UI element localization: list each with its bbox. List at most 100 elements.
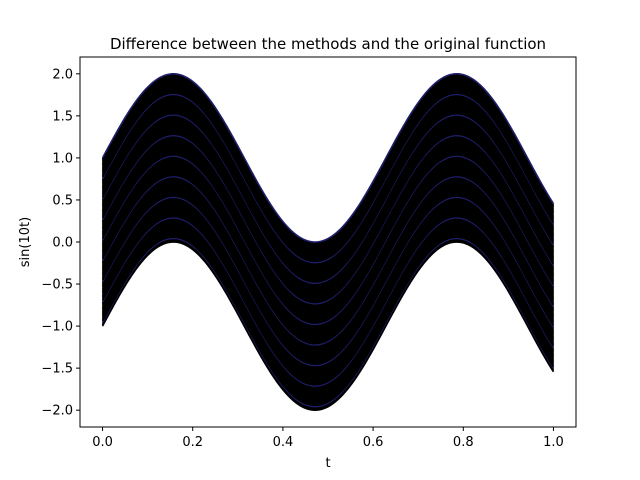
series-line xyxy=(101,96,555,266)
series-line xyxy=(101,120,555,290)
series-line xyxy=(101,91,555,261)
series-line xyxy=(101,76,555,247)
series-line xyxy=(101,129,555,300)
series-line xyxy=(101,219,555,390)
series-line xyxy=(101,235,555,405)
series-line xyxy=(101,133,555,304)
series-line xyxy=(101,87,555,258)
series-line xyxy=(101,131,555,301)
series-line xyxy=(101,200,555,370)
series-line xyxy=(101,74,555,245)
series-line xyxy=(101,98,555,269)
series-line xyxy=(101,102,555,272)
series-line xyxy=(101,155,555,326)
series-lines xyxy=(101,73,555,411)
y-tick-label: 0.5 xyxy=(52,193,73,208)
series-line xyxy=(101,210,555,381)
series-line xyxy=(101,163,555,334)
y-tick-label: 1.5 xyxy=(52,109,73,124)
series-line xyxy=(101,145,555,316)
series-line xyxy=(101,232,555,403)
series-line xyxy=(101,195,555,366)
series-line xyxy=(101,223,555,393)
series-line xyxy=(101,99,555,270)
series-line xyxy=(101,177,555,347)
series-line xyxy=(101,218,555,388)
series-line xyxy=(101,138,555,309)
series-line xyxy=(101,160,555,330)
series-line xyxy=(101,206,555,376)
series-line xyxy=(101,144,555,315)
series-line xyxy=(101,192,555,363)
series-line xyxy=(101,164,555,335)
x-axis-ticks: 0.0 0.2 0.4 0.6 0.8 1.0 xyxy=(92,427,564,450)
series-line xyxy=(101,184,555,355)
y-tick-label: 0.0 xyxy=(52,236,73,251)
series-line xyxy=(101,121,555,292)
series-line xyxy=(101,172,555,343)
series-line xyxy=(101,209,555,380)
series-line xyxy=(101,186,555,357)
series-line xyxy=(101,173,555,344)
series-line xyxy=(101,104,555,275)
series-line xyxy=(101,191,555,362)
series-line xyxy=(101,82,555,253)
y-tick-label: −0.5 xyxy=(41,278,73,293)
series-line xyxy=(101,167,555,338)
y-tick-label: 1.0 xyxy=(52,151,73,166)
series-line xyxy=(101,231,555,402)
series-line xyxy=(101,194,555,364)
chart-title: Difference between the methods and the o… xyxy=(110,35,546,53)
series-line xyxy=(101,237,555,408)
series-line xyxy=(101,94,555,265)
series-line xyxy=(101,207,555,378)
series-line xyxy=(101,197,555,368)
series-line xyxy=(101,198,555,369)
y-tick-label: 2.0 xyxy=(52,67,73,82)
series-line xyxy=(101,80,555,251)
y-axis-label: sin(10t) xyxy=(18,217,33,267)
series-line xyxy=(101,181,555,352)
series-line xyxy=(101,103,555,274)
series-line xyxy=(101,146,555,317)
series-line xyxy=(101,239,555,410)
series-line xyxy=(101,125,555,295)
series-line xyxy=(101,97,555,268)
series-line xyxy=(101,215,555,386)
series-line xyxy=(101,204,555,375)
series-line xyxy=(101,226,555,397)
series-line xyxy=(101,86,555,257)
series-line xyxy=(101,109,555,280)
series-line xyxy=(101,166,555,336)
series-line xyxy=(101,73,555,243)
series-line xyxy=(101,152,555,323)
series-line xyxy=(101,81,555,252)
series-line xyxy=(101,217,555,387)
series-line xyxy=(101,117,555,288)
y-tick-label: −1.5 xyxy=(41,362,73,377)
x-tick-label: 1.0 xyxy=(543,435,564,450)
series-line xyxy=(101,112,555,283)
series-line xyxy=(101,196,555,367)
series-line xyxy=(101,149,555,320)
series-line xyxy=(101,161,555,332)
series-line xyxy=(101,83,555,254)
series-line xyxy=(101,225,555,396)
series-line xyxy=(101,126,555,297)
series-line xyxy=(101,238,555,409)
x-tick-label: 0.2 xyxy=(182,435,203,450)
series-line xyxy=(101,100,555,271)
x-tick-label: 0.8 xyxy=(453,435,474,450)
series-line xyxy=(101,114,555,284)
series-line xyxy=(101,183,555,353)
series-line xyxy=(101,233,555,404)
y-axis-ticks: −2.0 −1.5 −1.0 −0.5 0.0 0.5 1.0 1.5 2.0 xyxy=(41,67,80,419)
series-line xyxy=(101,110,555,281)
series-line xyxy=(101,169,555,340)
x-tick-label: 0.0 xyxy=(92,435,113,450)
series-line xyxy=(101,105,555,276)
series-line xyxy=(101,189,555,359)
series-line xyxy=(101,190,555,361)
series-line xyxy=(101,134,555,305)
